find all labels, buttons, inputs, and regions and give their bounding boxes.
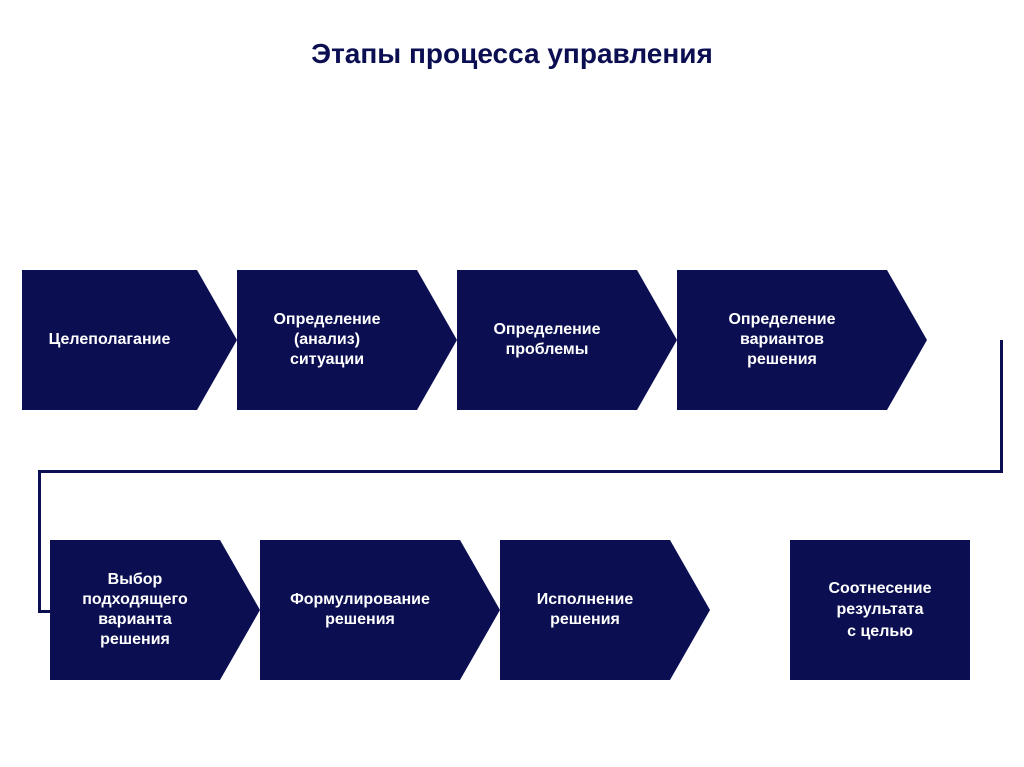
flow-step-label: Целеполагание xyxy=(39,330,181,350)
flow-step: Целеполагание xyxy=(22,270,197,410)
flow-step: Исполнение решения xyxy=(500,540,670,680)
connector-segment xyxy=(38,610,50,613)
flow-step-label: Формулирование решения xyxy=(280,590,440,630)
connector-segment xyxy=(1000,340,1003,470)
flow-step-label: Исполнение решения xyxy=(527,590,644,630)
connector-segment xyxy=(38,470,1003,473)
diagram-title: Этапы процесса управления xyxy=(0,0,1024,120)
flow-step: Определение (анализ) ситуации xyxy=(237,270,417,410)
connector-segment xyxy=(38,470,41,610)
flow-step-label: Определение (анализ) ситуации xyxy=(263,310,390,370)
flow-final-label: Соотнесение результата с целью xyxy=(816,578,943,643)
flow-row-1: Целеполагание Определение (анализ) ситуац… xyxy=(22,270,927,410)
flow-step: Определение вариантов решения xyxy=(677,270,887,410)
flow-step: Формулирование решения xyxy=(260,540,460,680)
flow-step-label: Выбор подходящего варианта решения xyxy=(72,570,198,650)
flow-final-box: Соотнесение результата с целью xyxy=(790,540,970,680)
flow-step: Выбор подходящего варианта решения xyxy=(50,540,220,680)
flow-row-2: Выбор подходящего варианта решения Формул… xyxy=(50,540,710,680)
flow-step-label: Определение вариантов решения xyxy=(718,310,845,370)
flow-step-label: Определение проблемы xyxy=(483,320,610,360)
flow-step: Определение проблемы xyxy=(457,270,637,410)
